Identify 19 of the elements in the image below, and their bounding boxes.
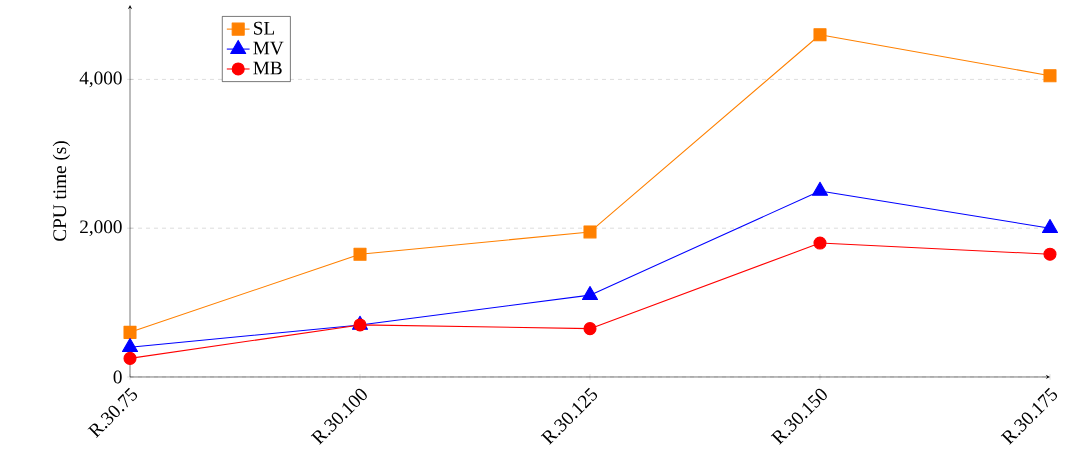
point [1043, 247, 1057, 261]
point [813, 236, 827, 250]
legend-label: MV [253, 41, 284, 55]
point [353, 247, 367, 261]
point [583, 225, 597, 239]
y-axis-title: CPU time (s) [52, 141, 71, 241]
y-tick-label: 0 [113, 370, 122, 384]
y-tick-label: 2,000 [80, 220, 122, 237]
legend-label: SL [254, 21, 275, 35]
y-tick-label: 4,000 [79, 71, 122, 88]
legend-label: MB [253, 61, 282, 75]
point [123, 351, 137, 365]
point [121, 338, 139, 353]
point [583, 322, 597, 336]
point [581, 285, 599, 301]
point [813, 28, 827, 42]
point [1041, 218, 1059, 234]
point [123, 325, 137, 339]
point [1043, 69, 1057, 83]
